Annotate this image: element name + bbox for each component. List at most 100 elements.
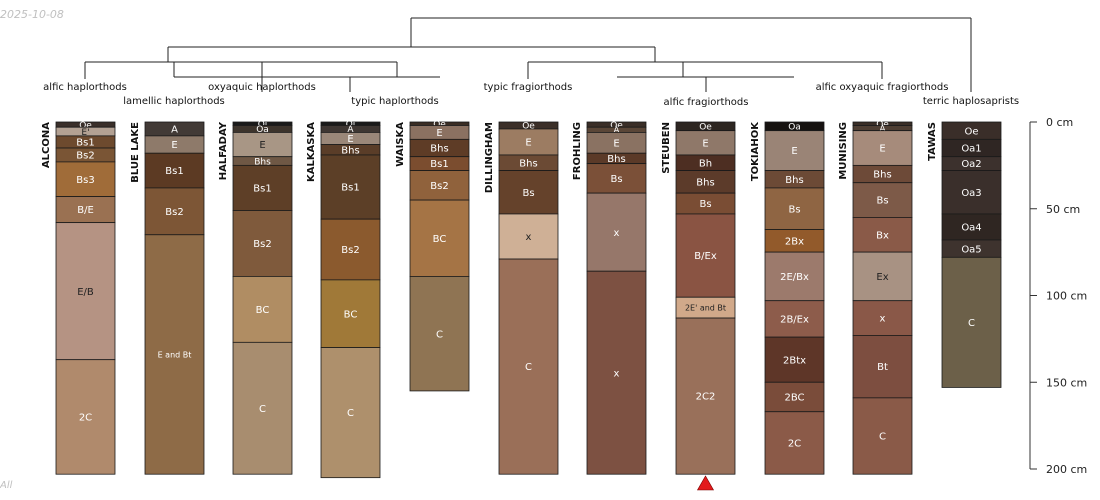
horizon-label: Ex bbox=[876, 272, 888, 283]
horizon-label: C bbox=[436, 329, 443, 340]
horizon-label: C bbox=[525, 362, 532, 373]
horizon-label: C bbox=[259, 404, 266, 415]
horizon-label: Bhs bbox=[873, 170, 891, 181]
horizon-label: BC bbox=[256, 305, 270, 316]
depth-axis: 0 cm 50 cm 100 cm 150 cm 200 cm bbox=[1029, 116, 1087, 476]
horizon bbox=[232, 210, 293, 277]
horizon bbox=[320, 154, 381, 220]
horizon bbox=[55, 196, 116, 224]
profile-name: MUNISING bbox=[838, 122, 849, 180]
horizon-label: Bs bbox=[788, 204, 800, 215]
horizon bbox=[852, 182, 913, 218]
horizon bbox=[852, 300, 913, 336]
horizon-label: Oe bbox=[610, 121, 623, 131]
horizon bbox=[764, 300, 825, 338]
horizon-label: Bs2 bbox=[430, 181, 448, 192]
horizon-label: Oe bbox=[699, 123, 712, 133]
dendrogram bbox=[84, 17, 972, 92]
profile-blue-lake: AE Bs1 Bs2 E and Bt BLUE LAKE bbox=[130, 121, 205, 475]
selected-profile-marker bbox=[696, 475, 715, 491]
horizon-label: Oa bbox=[788, 123, 801, 133]
horizon-label: E and Bt bbox=[158, 350, 192, 359]
footer-text: All bbox=[0, 480, 13, 491]
horizon-label: E bbox=[259, 140, 265, 151]
depth-tick-label: 150 cm bbox=[1046, 376, 1087, 389]
profile-name: TOKIAHOK bbox=[750, 121, 761, 181]
horizon-label: Bt bbox=[877, 362, 888, 373]
horizon-label: BC bbox=[344, 309, 358, 320]
horizon-label: Bhs bbox=[254, 157, 271, 167]
horizon bbox=[232, 276, 293, 343]
horizon-label: Oe bbox=[876, 120, 889, 130]
profile-steuben: Oe E Bh Bhs Bs B/Ex 2E' and Bt 2C2 STEUBEN bbox=[661, 121, 736, 475]
taxon-label: alfic haplorthods bbox=[43, 82, 127, 93]
horizon bbox=[941, 213, 1002, 241]
horizon-label: Oi bbox=[346, 120, 356, 130]
profile-name: DILLINGHAM bbox=[484, 122, 495, 193]
horizon-label: Oe bbox=[522, 122, 535, 132]
depth-tick-label: 0 cm bbox=[1046, 116, 1073, 129]
horizon-label: E bbox=[791, 146, 797, 157]
horizon-label: Bhs bbox=[341, 145, 359, 156]
marker bbox=[696, 475, 715, 491]
horizon-label: 2Bx bbox=[785, 236, 804, 247]
horizon-label: E bbox=[879, 144, 885, 155]
taxon-label: lamellic haplorthods bbox=[123, 96, 225, 107]
horizon bbox=[852, 217, 913, 253]
horizon-label: 2E/Bx bbox=[780, 272, 809, 283]
horizon bbox=[764, 130, 825, 171]
horizon-label: Bs1 bbox=[341, 183, 359, 194]
horizon-label: Oa3 bbox=[961, 188, 981, 199]
horizon-label: Bs1 bbox=[76, 138, 94, 149]
horizon bbox=[852, 335, 913, 399]
horizon-label: Oa1 bbox=[961, 144, 981, 155]
horizon-label: Oe bbox=[433, 120, 446, 130]
taxon-label: alfic oxyaquic fragiorthods bbox=[816, 82, 949, 93]
horizon bbox=[409, 276, 470, 392]
horizon-label: Bh bbox=[699, 158, 712, 169]
horizon-label: Bs3 bbox=[76, 175, 94, 186]
horizon-label: Bhs bbox=[696, 177, 714, 188]
horizon-label: Bhs bbox=[607, 154, 625, 165]
horizon-label: BC bbox=[433, 234, 447, 245]
taxa-labels: alfic haplorthods lamellic haplorthods oxy… bbox=[43, 82, 1019, 108]
horizon bbox=[764, 336, 825, 383]
horizon-label: x bbox=[526, 232, 532, 243]
profile-name: KALKASKA bbox=[306, 122, 317, 182]
horizon-label: Bx bbox=[876, 230, 889, 241]
horizon bbox=[586, 192, 647, 272]
horizon bbox=[232, 341, 293, 475]
horizon-label: E bbox=[436, 128, 442, 139]
horizon-label: Oe bbox=[79, 121, 92, 131]
horizon bbox=[320, 279, 381, 348]
horizon-label: A bbox=[879, 124, 886, 134]
profile-name: FROHLING bbox=[572, 122, 583, 180]
horizon-label: E bbox=[347, 134, 353, 145]
horizon-label: Bhs bbox=[519, 158, 537, 169]
horizon-label: Bs2 bbox=[341, 245, 359, 256]
horizon-label: C bbox=[968, 318, 975, 329]
profile-alcona: OeE'Bs1 Bs2 Bs3 B/E E/B 2C ALCONA bbox=[41, 121, 116, 475]
horizon bbox=[852, 130, 913, 166]
horizon bbox=[941, 170, 1002, 215]
horizon bbox=[764, 187, 825, 230]
horizon bbox=[144, 152, 205, 189]
horizon-label: Bs1 bbox=[253, 184, 271, 195]
horizon-label: E bbox=[613, 138, 619, 149]
horizon bbox=[55, 359, 116, 475]
horizon bbox=[764, 251, 825, 302]
horizon-label: C bbox=[347, 408, 354, 419]
horizon-label: A bbox=[347, 125, 354, 135]
horizon bbox=[586, 163, 647, 194]
profile-name: ALCONA bbox=[41, 122, 52, 168]
horizon-label: E/B bbox=[77, 287, 94, 298]
horizon-label: A bbox=[171, 125, 178, 136]
horizon-label: 2C bbox=[79, 413, 92, 424]
horizon bbox=[232, 132, 293, 158]
taxon-label: terric haplosaprists bbox=[923, 96, 1019, 107]
horizon-label: E bbox=[702, 138, 708, 149]
horizon-label: E bbox=[171, 140, 177, 151]
